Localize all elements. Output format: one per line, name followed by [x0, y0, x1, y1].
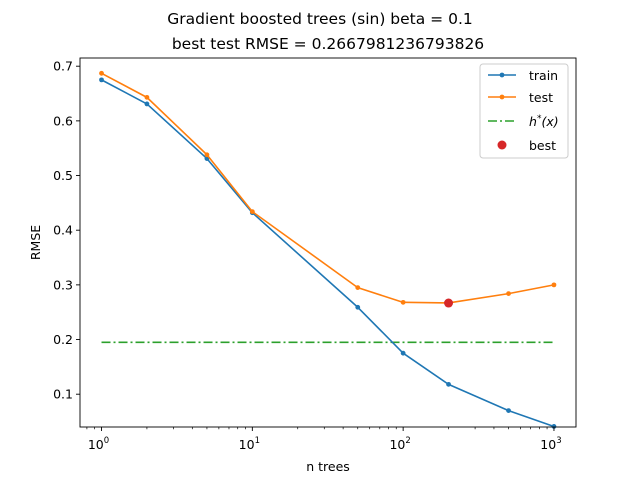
x-axis-ticks: 100 101 102 103	[86, 427, 562, 452]
series-point-test	[551, 282, 557, 288]
series-point-train	[400, 350, 406, 356]
series-point-train	[99, 77, 104, 83]
legend-frame	[479, 63, 569, 159]
chart-subtitle: best test RMSE = 0.2667981236793826	[172, 35, 484, 53]
series-point-test	[144, 94, 150, 100]
x-tick-label-base: 10	[88, 437, 104, 452]
legend-test-label: test	[529, 90, 553, 105]
x-tick-label-exp: 0	[104, 436, 109, 446]
x-tick-label-exp: 3	[556, 436, 561, 446]
x-tick-label-exp: 1	[255, 436, 260, 446]
legend-train-marker	[499, 72, 505, 78]
legend-hline-label: h*(x)	[529, 114, 559, 129]
series-point-test	[204, 152, 210, 158]
y-tick-label: 0.5	[53, 168, 73, 183]
x-tick-label-base: 10	[239, 437, 255, 452]
legend-hline-label-base: h	[529, 114, 537, 129]
best-point-marker	[444, 298, 454, 308]
y-axis-ticks: 0.1 0.2 0.3 0.4 0.5 0.6 0.7	[53, 59, 80, 402]
x-axis-label: n trees	[306, 459, 350, 474]
y-tick-label: 0.6	[53, 113, 73, 128]
legend-test-marker	[499, 94, 505, 100]
y-tick-label: 0.7	[53, 59, 73, 74]
legend-best-marker	[497, 140, 507, 150]
series-point-test	[400, 299, 406, 305]
plot-frame	[79, 57, 577, 428]
series-point-test	[506, 291, 511, 297]
y-tick-label: 0.2	[53, 332, 73, 347]
series-point-train	[446, 381, 451, 387]
y-tick-label: 0.4	[53, 223, 73, 238]
x-tick-label: 101	[239, 436, 260, 452]
legend-hline-label-sup: *	[537, 114, 542, 124]
chart-title: Gradient boosted trees (sin) beta = 0.1	[167, 10, 473, 28]
legend-best-label: best	[529, 138, 556, 153]
series-point-train	[144, 101, 150, 107]
series-point-train	[551, 424, 557, 429]
series-point-train	[506, 408, 511, 413]
y-tick-label: 0.1	[53, 387, 73, 402]
series-point-train	[355, 304, 361, 310]
series-point-test	[99, 70, 104, 76]
y-axis-label: RMSE	[28, 225, 43, 260]
y-tick-label: 0.3	[53, 277, 73, 292]
x-tick-label: 103	[540, 436, 561, 452]
x-tick-label: 102	[389, 436, 410, 452]
x-tick-label: 100	[88, 436, 109, 452]
x-tick-label-exp: 2	[405, 436, 410, 446]
legend-train-label: train	[529, 68, 558, 83]
x-tick-label-base: 10	[540, 437, 556, 452]
legend: train test h*(x) best	[479, 63, 569, 159]
plot-area	[99, 70, 557, 429]
legend-hline-label-tail: (x)	[541, 114, 558, 129]
series-point-test	[355, 285, 361, 290]
x-tick-label-base: 10	[389, 437, 405, 452]
series-point-test	[249, 209, 255, 215]
